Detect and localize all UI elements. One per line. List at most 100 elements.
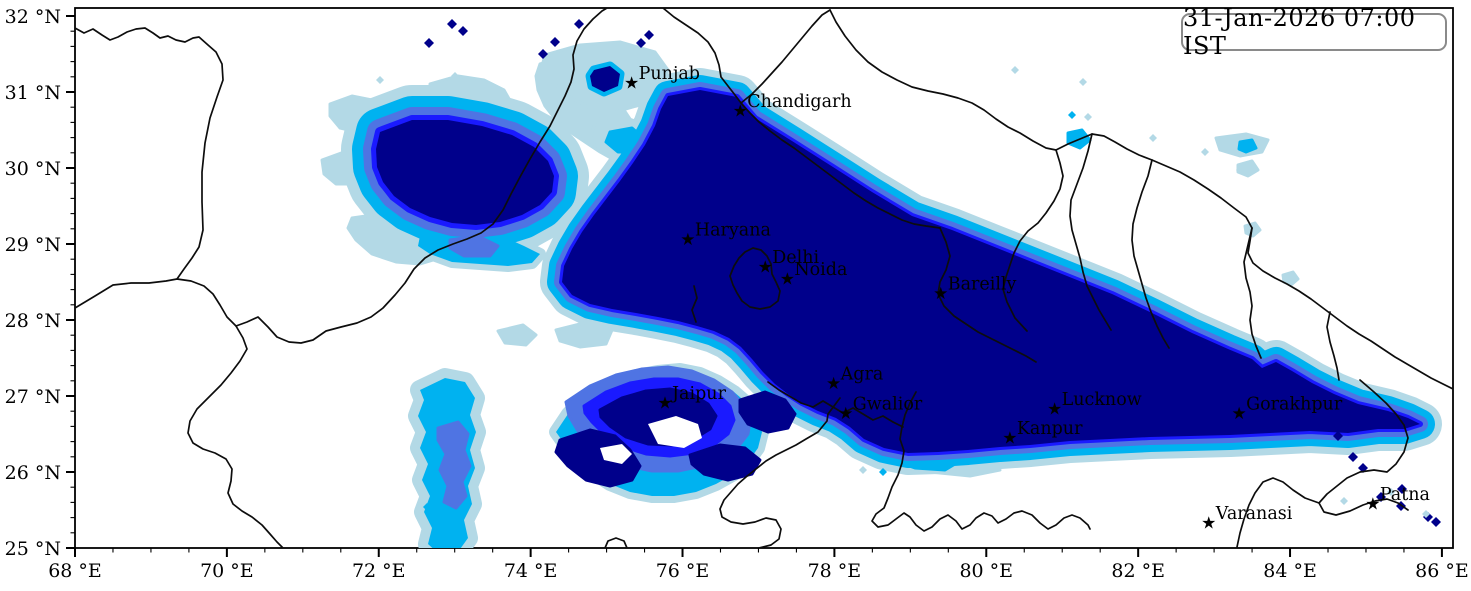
- fog-dot-6: [636, 38, 646, 48]
- city-star-varanasi: ★: [1201, 514, 1216, 534]
- y-tick-label: 32 °N: [5, 6, 61, 28]
- boundary-bottom-omega: [604, 537, 628, 548]
- city-label-bareilly: Bareilly: [948, 275, 1017, 295]
- city-label-delhi: Delhi: [772, 248, 819, 268]
- fog-dot-3: [538, 49, 548, 59]
- boundary-nepal-inner-2: [1131, 159, 1170, 349]
- y-tick-label: 26 °N: [5, 462, 61, 484]
- fog-dot-8: [1333, 431, 1343, 441]
- fog-patch-jaipur-nw-patch: [554, 320, 614, 349]
- city-label-patna: Patna: [1380, 485, 1430, 505]
- fog-dot-26: [859, 466, 867, 474]
- boundary-delhi-loop: [729, 247, 781, 310]
- timestamp-text: 31-Jan-2026 07:00 IST: [1183, 4, 1416, 60]
- fog-indo-gangetic-main-navy: [562, 90, 1420, 453]
- city-star-agra: ★: [826, 374, 841, 394]
- fog-dot-27: [1084, 113, 1092, 121]
- city-label-punjab: Punjab: [639, 64, 700, 84]
- fog-hole-b: [600, 444, 632, 464]
- fog-dot-30: [423, 503, 431, 511]
- y-tick-label: 28 °N: [5, 310, 61, 332]
- y-tick-label: 27 °N: [5, 386, 61, 408]
- city-label-agra: Agra: [840, 364, 884, 384]
- fog-dot-23: [1149, 134, 1157, 142]
- boundary-rajasthan-south-line: [187, 325, 284, 548]
- timestamp-badge: 31-Jan-2026 07:00 IST: [1181, 4, 1447, 60]
- fog-dot-2: [458, 26, 468, 36]
- fog-dot-5: [574, 19, 584, 29]
- x-tick-label: 74 °E: [504, 560, 558, 582]
- city-label-jaipur: Jaipur: [670, 384, 727, 404]
- city-star-patna: ★: [1365, 495, 1380, 515]
- fog-dot-20: [376, 76, 384, 84]
- boundary-nepal-inner-3: [1243, 227, 1262, 359]
- y-tick-label: 30 °N: [5, 158, 61, 180]
- boundary-foothill-chandigarh: [662, 8, 941, 229]
- x-tick-label: 84 °E: [1263, 560, 1317, 582]
- fog-dot-22: [1079, 78, 1087, 86]
- city-star-kanpur: ★: [1002, 429, 1017, 449]
- fog-layer-group: [75, 8, 1453, 548]
- city-star-noida: ★: [780, 270, 795, 290]
- boundary-nepal-inner-1: [1069, 133, 1112, 331]
- fog-dot-12: [1397, 484, 1407, 494]
- x-tick-label: 68 °E: [48, 560, 102, 582]
- boundary-east-tail-cross: [1318, 379, 1409, 516]
- fog-dot-25: [1236, 166, 1244, 174]
- fog-patch-nepal-dot-d: [1281, 270, 1300, 287]
- fog-dot-24: [1201, 148, 1209, 156]
- boundary-up-uttarakhand-border: [937, 227, 1037, 363]
- boundary-yamuna-notch: [691, 285, 698, 323]
- fog-dot-9: [1348, 452, 1358, 462]
- boundary-kashmir-squiggle-indus: [75, 27, 224, 280]
- city-label-noida: Noida: [794, 260, 847, 280]
- boundary-pakistan-border: [75, 8, 608, 344]
- city-star-gorakhpur: ★: [1232, 404, 1247, 424]
- city-star-haryana: ★: [680, 230, 695, 250]
- city-label-chandigarh: Chandigarh: [747, 92, 851, 112]
- city-label-haryana: Haryana: [695, 221, 771, 241]
- city-star-bareilly: ★: [933, 284, 948, 304]
- boundary-mp-border-west: [719, 397, 841, 548]
- boundary-sikkim-line: [1326, 311, 1340, 381]
- fog-dot-4: [550, 37, 560, 47]
- boundary-chambal-zigzag: [767, 381, 904, 428]
- city-label-varanasi: Varanasi: [1215, 504, 1293, 524]
- fog-dot-29: [879, 468, 887, 476]
- fog-dot-7: [644, 30, 654, 40]
- fog-dot-17: [1422, 510, 1430, 518]
- city-star-punjab: ★: [624, 74, 639, 94]
- x-tick-label: 76 °E: [656, 560, 710, 582]
- fog-patch-nepal-cyan-core: [1237, 138, 1258, 154]
- fog-hole-a: [648, 416, 702, 448]
- x-tick-label: 86 °E: [1415, 560, 1469, 582]
- fog-patch-gwalior-bridge: [738, 390, 797, 434]
- city-star-jaipur: ★: [657, 394, 672, 414]
- x-tick-label: 70 °E: [200, 560, 254, 582]
- boundary-mp-border-east-crown: [871, 391, 1091, 532]
- city-star-lucknow: ★: [1047, 400, 1062, 420]
- fog-dot-16: [1387, 488, 1395, 496]
- fog-patch-jaipur-w-patch: [496, 323, 538, 347]
- fog-dot-0: [424, 38, 434, 48]
- city-star-chandigarh: ★: [733, 102, 748, 122]
- fog-punjab-city-dot-navy: [590, 66, 620, 92]
- boundary-himalaya-crest: [829, 9, 1453, 390]
- y-tick-label: 29 °N: [5, 234, 61, 256]
- fog-dot-19: [451, 72, 459, 80]
- x-tick-label: 80 °E: [959, 560, 1013, 582]
- city-label-kanpur: Kanpur: [1017, 419, 1083, 439]
- x-tick-label: 78 °E: [808, 560, 862, 582]
- fog-patch-cluster-navy-sw: [554, 428, 642, 488]
- boundary-bihar-river-south: [1236, 477, 1320, 548]
- city-label-gwalior: Gwalior: [853, 395, 923, 415]
- fog-dot-28: [1068, 111, 1076, 119]
- fog-dot-21: [1011, 66, 1019, 74]
- y-tick-label: 25 °N: [5, 538, 61, 560]
- fog-patch-strip-royal: [436, 420, 472, 510]
- fog-dot-1: [447, 19, 457, 29]
- x-tick-label: 82 °E: [1111, 560, 1165, 582]
- city-star-gwalior: ★: [838, 404, 853, 424]
